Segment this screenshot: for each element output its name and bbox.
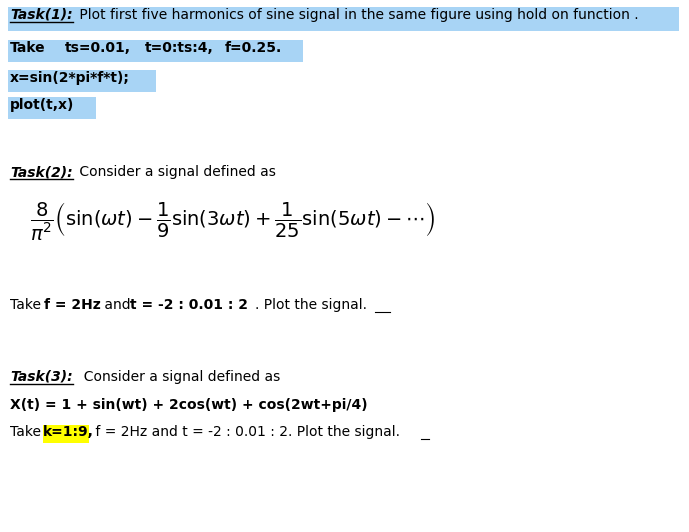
Text: Take: Take [10, 425, 45, 439]
Text: f = 2Hz: f = 2Hz [44, 298, 101, 312]
FancyBboxPatch shape [8, 40, 303, 62]
Text: Consider a signal defined as: Consider a signal defined as [75, 370, 280, 384]
FancyBboxPatch shape [8, 7, 679, 31]
Text: $\dfrac{8}{\pi^2}\left(\sin(\omega t) - \dfrac{1}{9}\sin(3\omega t) + \dfrac{1}{: $\dfrac{8}{\pi^2}\left(\sin(\omega t) - … [30, 200, 435, 243]
Text: Task(2):: Task(2): [10, 165, 72, 179]
Text: and: and [100, 298, 135, 312]
Text: t=0:ts:4,: t=0:ts:4, [145, 41, 214, 55]
Text: f = 2Hz and t = -2 : 0.01 : 2. Plot the signal.: f = 2Hz and t = -2 : 0.01 : 2. Plot the … [91, 425, 400, 439]
FancyBboxPatch shape [43, 425, 89, 443]
Text: plot(t,x): plot(t,x) [10, 98, 74, 112]
Text: x=sin(2*pi*f*t);: x=sin(2*pi*f*t); [10, 71, 130, 85]
Text: Task(3):: Task(3): [10, 370, 72, 384]
Text: . Plot the signal.: . Plot the signal. [255, 298, 367, 312]
Text: Take: Take [10, 298, 45, 312]
Text: Consider a signal defined as: Consider a signal defined as [75, 165, 276, 179]
Text: Plot first five harmonics of sine signal in the same figure using hold on functi: Plot first five harmonics of sine signal… [75, 8, 639, 22]
FancyBboxPatch shape [8, 70, 156, 92]
Text: X(t) = 1 + sin(wt) + 2cos(wt) + cos(2wt+pi/4): X(t) = 1 + sin(wt) + 2cos(wt) + cos(2wt+… [10, 398, 368, 412]
Text: k=1:9,: k=1:9, [43, 425, 94, 439]
Text: Task(1):: Task(1): [10, 8, 72, 22]
Text: t = -2 : 0.01 : 2: t = -2 : 0.01 : 2 [130, 298, 248, 312]
Text: f=0.25.: f=0.25. [225, 41, 282, 55]
Text: Take: Take [10, 41, 45, 55]
FancyBboxPatch shape [8, 97, 96, 119]
Text: ts=0.01,: ts=0.01, [65, 41, 131, 55]
